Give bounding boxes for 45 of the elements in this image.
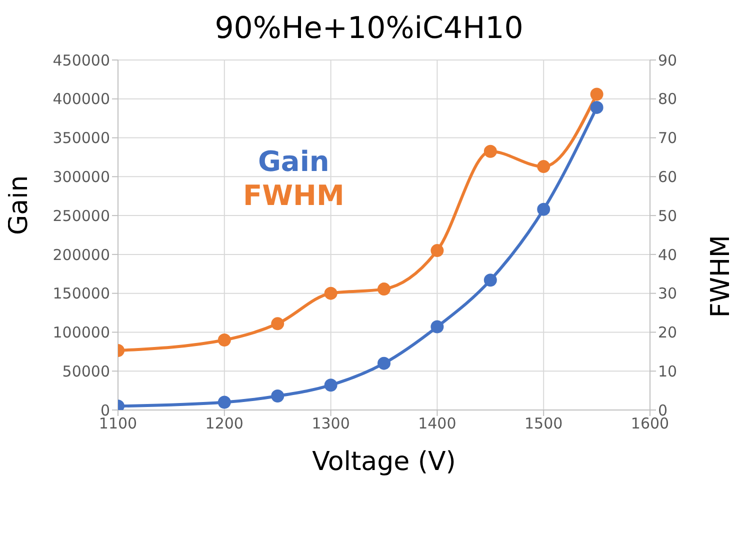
y2-tick-label: 50 xyxy=(658,206,678,225)
y-tick-label: 50000 xyxy=(62,362,110,380)
point xyxy=(537,160,550,174)
x-axis-title: Voltage (V) xyxy=(312,447,456,477)
y-tick-label: 150000 xyxy=(52,284,110,303)
point xyxy=(430,320,444,334)
text: FWHM xyxy=(243,179,344,213)
y2-tick-label: 20 xyxy=(658,324,678,342)
y2-tick-label: 10 xyxy=(658,362,678,380)
y-tick-label: 250000 xyxy=(52,206,110,225)
point xyxy=(590,100,604,114)
x-tick-label: 1500 xyxy=(524,414,563,433)
point xyxy=(324,286,338,300)
point xyxy=(218,396,231,409)
y2-axis-title: FWHM xyxy=(706,235,736,318)
y-tick-label: 350000 xyxy=(52,129,110,148)
point xyxy=(378,282,390,296)
point xyxy=(324,378,338,392)
y-tick-label: 300000 xyxy=(52,168,110,186)
y2-tick-label: 30 xyxy=(658,284,678,303)
point xyxy=(271,317,284,330)
point xyxy=(271,390,284,402)
point xyxy=(537,202,550,216)
x-tick-label: 1200 xyxy=(205,414,244,433)
y2-tick-label: 90 xyxy=(658,51,678,70)
point xyxy=(378,356,390,370)
text: Gain xyxy=(256,145,330,179)
y2-tick-label: 40 xyxy=(658,246,678,264)
x-tick-label: 1100 xyxy=(98,414,138,433)
x-tick-label: 1600 xyxy=(630,414,670,433)
y2-tick-label: 70 xyxy=(658,129,678,148)
point xyxy=(484,144,497,158)
x-tick-label: 1300 xyxy=(312,414,350,433)
point xyxy=(590,88,604,101)
chart-title: 90%He+10%iC4H10 xyxy=(214,10,524,48)
y-tick-label: 200000 xyxy=(52,246,110,264)
point xyxy=(484,274,497,287)
x-tick-label: 1400 xyxy=(418,414,456,433)
y2-tick-label: 80 xyxy=(658,90,678,108)
y2-tick-label: 60 xyxy=(658,168,678,186)
point xyxy=(430,244,444,258)
point xyxy=(218,334,231,346)
y-tick-label: 450000 xyxy=(52,51,110,70)
y-tick-label: 400000 xyxy=(52,90,110,108)
y-tick-label: 100000 xyxy=(52,324,110,342)
